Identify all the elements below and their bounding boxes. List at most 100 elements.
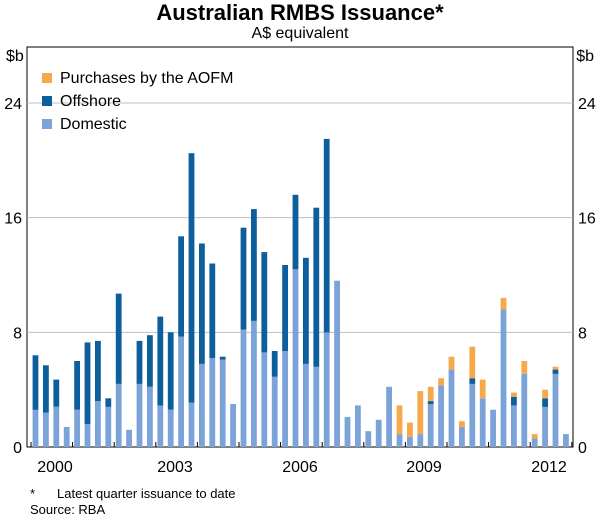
bar-offshore bbox=[178, 236, 184, 337]
bar-offshore bbox=[136, 340, 143, 384]
bar-offshore bbox=[157, 316, 164, 406]
bar-domestic bbox=[188, 402, 195, 447]
bar-offshore bbox=[95, 340, 101, 402]
bar-offshore bbox=[323, 138, 330, 333]
bar-domestic bbox=[261, 352, 268, 447]
footnote: * Latest quarter issuance to date bbox=[30, 486, 236, 501]
bar-domestic bbox=[375, 419, 382, 447]
bar-domestic bbox=[459, 426, 465, 447]
bar-offshore bbox=[53, 379, 60, 407]
bar-domestic bbox=[178, 336, 184, 447]
bar-offshore bbox=[240, 227, 247, 330]
y-tick-label-left: 8 bbox=[13, 325, 22, 342]
bar-offshore bbox=[84, 342, 91, 425]
bar-domestic bbox=[53, 406, 60, 447]
bar-domestic bbox=[344, 416, 351, 447]
bar-domestic bbox=[157, 405, 164, 447]
bar-domestic bbox=[63, 426, 70, 447]
bar-domestic bbox=[511, 405, 517, 447]
bar-domestic bbox=[230, 404, 236, 447]
x-tick-label: 2006 bbox=[282, 459, 318, 476]
bar-offshore bbox=[511, 396, 517, 406]
bar-domestic bbox=[219, 359, 226, 447]
bar-offshore bbox=[292, 194, 299, 270]
bar-domestic bbox=[136, 383, 143, 447]
bar-purchases-by-the-aofm bbox=[521, 361, 528, 374]
bar-domestic bbox=[417, 434, 424, 447]
bar-offshore bbox=[469, 378, 476, 384]
bar-domestic bbox=[396, 434, 403, 447]
bar-offshore bbox=[43, 365, 49, 413]
bar-domestic bbox=[542, 406, 548, 447]
bar-offshore bbox=[105, 398, 112, 407]
x-tick-label: 2003 bbox=[157, 459, 193, 476]
bar-offshore bbox=[115, 293, 122, 384]
y-tick-label-right: 24 bbox=[578, 96, 596, 113]
bar-domestic bbox=[386, 386, 392, 447]
y-tick-label-left: 0 bbox=[13, 440, 22, 457]
bar-offshore bbox=[303, 257, 309, 364]
bar-domestic bbox=[448, 369, 455, 447]
bar-domestic bbox=[74, 409, 80, 447]
bar-domestic bbox=[490, 409, 496, 447]
bar-domestic bbox=[427, 404, 434, 447]
bar-offshore bbox=[552, 369, 559, 374]
footnote-text: Latest quarter issuance to date bbox=[57, 486, 236, 501]
legend-swatch bbox=[42, 73, 52, 83]
source-note: Source: RBA bbox=[30, 502, 106, 517]
bar-purchases-by-the-aofm bbox=[500, 297, 507, 310]
bar-purchases-by-the-aofm bbox=[511, 392, 517, 397]
bar-domestic bbox=[147, 386, 153, 447]
y-tick-label-right: 8 bbox=[578, 325, 587, 342]
bar-offshore bbox=[199, 243, 205, 364]
x-tick-label: 2000 bbox=[37, 459, 73, 476]
legend-label: Purchases by the AOFM bbox=[60, 70, 233, 87]
bar-purchases-by-the-aofm bbox=[396, 405, 403, 435]
legend-swatch bbox=[42, 119, 52, 129]
bar-domestic bbox=[95, 401, 101, 447]
bar-domestic bbox=[209, 358, 216, 447]
bar-domestic bbox=[407, 437, 413, 447]
bar-offshore bbox=[209, 263, 216, 359]
bar-purchases-by-the-aofm bbox=[417, 391, 424, 435]
plot-frame bbox=[26, 46, 574, 448]
y-tick-label-right: 0 bbox=[578, 440, 587, 457]
bar-domestic bbox=[355, 405, 361, 447]
bar-purchases-by-the-aofm bbox=[448, 356, 455, 370]
bar-domestic bbox=[126, 429, 132, 447]
bar-purchases-by-the-aofm bbox=[438, 378, 444, 386]
bar-domestic bbox=[313, 366, 320, 447]
bar-offshore bbox=[542, 398, 548, 407]
bar-offshore bbox=[251, 209, 257, 321]
y-tick-label-left: 24 bbox=[4, 96, 22, 113]
bar-domestic bbox=[115, 383, 122, 447]
bar-domestic bbox=[167, 409, 174, 447]
bar-offshore bbox=[261, 252, 268, 353]
bar-domestic bbox=[32, 409, 39, 447]
bar-domestic bbox=[271, 376, 278, 447]
legend-label: Offshore bbox=[60, 93, 121, 110]
bar-purchases-by-the-aofm bbox=[531, 434, 538, 439]
bar-domestic bbox=[531, 438, 538, 447]
bar-domestic bbox=[500, 309, 507, 447]
footnote-marker: * bbox=[30, 486, 36, 501]
bar-domestic bbox=[563, 434, 569, 447]
bar-domestic bbox=[292, 269, 299, 447]
x-tick-label: 2009 bbox=[406, 459, 442, 476]
bar-domestic bbox=[251, 320, 257, 447]
bar-domestic bbox=[323, 332, 330, 447]
bar-offshore bbox=[313, 207, 320, 367]
bar-offshore bbox=[188, 153, 195, 403]
y-axis-unit-right: $b bbox=[576, 48, 594, 65]
bar-offshore bbox=[219, 356, 226, 360]
y-axis-unit-left: $b bbox=[6, 48, 24, 65]
chart-title: Australian RMBS Issuance* bbox=[156, 0, 444, 25]
bar-domestic bbox=[365, 431, 372, 447]
bar-purchases-by-the-aofm bbox=[542, 389, 548, 399]
bar-domestic bbox=[521, 373, 528, 447]
bar-purchases-by-the-aofm bbox=[479, 379, 486, 399]
bar-domestic bbox=[303, 363, 309, 447]
legend-swatch bbox=[42, 96, 52, 106]
bar-offshore bbox=[167, 332, 174, 410]
